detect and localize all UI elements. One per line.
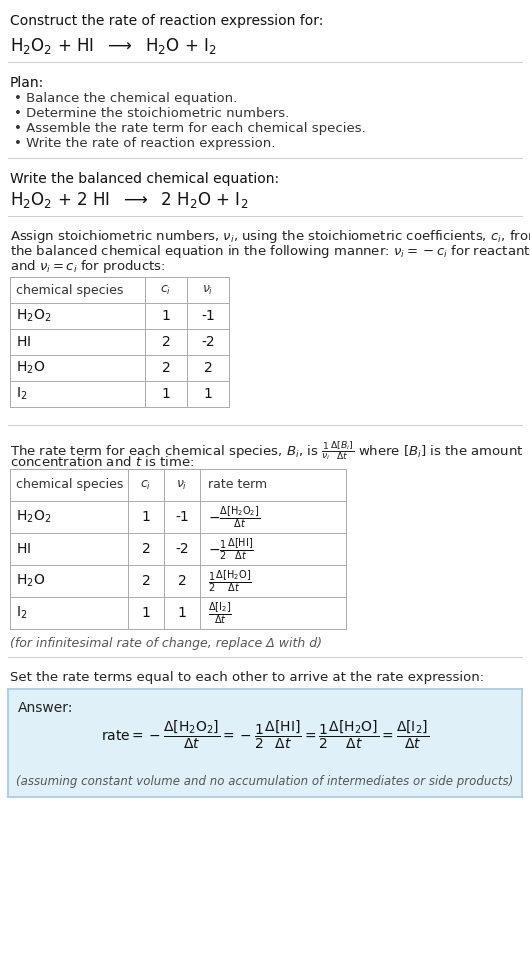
Text: 1: 1: [162, 387, 171, 401]
Text: The rate term for each chemical species, $B_i$, is $\frac{1}{\nu_i}\frac{\Delta[: The rate term for each chemical species,…: [10, 439, 524, 462]
Text: chemical species: chemical species: [16, 478, 123, 492]
Text: 2: 2: [204, 361, 213, 375]
Text: • Balance the chemical equation.: • Balance the chemical equation.: [14, 92, 237, 105]
Text: $\mathrm{H_2O_2}$: $\mathrm{H_2O_2}$: [16, 307, 51, 324]
Text: -2: -2: [175, 542, 189, 556]
Text: Set the rate terms equal to each other to arrive at the rate expression:: Set the rate terms equal to each other t…: [10, 671, 484, 684]
Text: Assign stoichiometric numbers, $\nu_i$, using the stoichiometric coefficients, $: Assign stoichiometric numbers, $\nu_i$, …: [10, 228, 530, 245]
Text: Plan:: Plan:: [10, 76, 44, 90]
Text: 2: 2: [142, 542, 151, 556]
Text: 2: 2: [162, 361, 170, 375]
Text: $\mathrm{H_2O}$: $\mathrm{H_2O}$: [16, 573, 45, 590]
Text: -1: -1: [175, 510, 189, 524]
Text: 1: 1: [204, 387, 213, 401]
Text: $\mathrm{HI}$: $\mathrm{HI}$: [16, 335, 31, 349]
Text: $\mathrm{I_2}$: $\mathrm{I_2}$: [16, 386, 28, 402]
Text: rate term: rate term: [208, 478, 267, 492]
Text: $\mathregular{H_2O_2}$ + 2 HI  $\longrightarrow$  2 $\mathregular{H_2O}$ + $\mat: $\mathregular{H_2O_2}$ + 2 HI $\longrigh…: [10, 190, 249, 210]
Text: $-\frac{\Delta[\mathrm{H_2O_2}]}{\Delta t}$: $-\frac{\Delta[\mathrm{H_2O_2}]}{\Delta …: [208, 505, 260, 530]
Text: $c_i$: $c_i$: [140, 478, 152, 492]
Text: concentration and $t$ is time:: concentration and $t$ is time:: [10, 455, 194, 469]
Text: (for infinitesimal rate of change, replace Δ with d): (for infinitesimal rate of change, repla…: [10, 637, 322, 650]
Text: 2: 2: [162, 335, 170, 349]
Text: 2: 2: [178, 574, 187, 588]
Text: Answer:: Answer:: [18, 701, 73, 715]
Text: $\frac{1}{2}\frac{\Delta[\mathrm{H_2O}]}{\Delta t}$: $\frac{1}{2}\frac{\Delta[\mathrm{H_2O}]}…: [208, 568, 252, 593]
Text: 1: 1: [142, 606, 151, 620]
Text: $\nu_i$: $\nu_i$: [202, 283, 214, 297]
Text: • Assemble the rate term for each chemical species.: • Assemble the rate term for each chemic…: [14, 122, 366, 135]
Text: $\mathrm{H_2O_2}$: $\mathrm{H_2O_2}$: [16, 508, 51, 525]
Text: • Write the rate of reaction expression.: • Write the rate of reaction expression.: [14, 137, 276, 150]
Text: -1: -1: [201, 309, 215, 323]
Text: the balanced chemical equation in the following manner: $\nu_i = -c_i$ for react: the balanced chemical equation in the fo…: [10, 243, 530, 260]
Text: • Determine the stoichiometric numbers.: • Determine the stoichiometric numbers.: [14, 107, 289, 120]
Text: chemical species: chemical species: [16, 283, 123, 297]
Text: and $\nu_i = c_i$ for products:: and $\nu_i = c_i$ for products:: [10, 258, 165, 275]
Text: $\mathrm{I_2}$: $\mathrm{I_2}$: [16, 605, 28, 621]
Text: 1: 1: [162, 309, 171, 323]
Text: (assuming constant volume and no accumulation of intermediates or side products): (assuming constant volume and no accumul…: [16, 775, 514, 788]
Text: $\mathrm{HI}$: $\mathrm{HI}$: [16, 542, 31, 556]
Text: $-\frac{1}{2}\frac{\Delta[\mathrm{HI}]}{\Delta t}$: $-\frac{1}{2}\frac{\Delta[\mathrm{HI}]}{…: [208, 536, 254, 562]
Text: 1: 1: [178, 606, 187, 620]
Text: 2: 2: [142, 574, 151, 588]
Text: Construct the rate of reaction expression for:: Construct the rate of reaction expressio…: [10, 14, 323, 28]
Text: $\mathrm{rate} = -\dfrac{\Delta[\mathrm{H_2O_2}]}{\Delta t} = -\dfrac{1}{2}\dfra: $\mathrm{rate} = -\dfrac{\Delta[\mathrm{…: [101, 719, 429, 752]
Text: 1: 1: [142, 510, 151, 524]
Text: $\nu_i$: $\nu_i$: [176, 478, 188, 492]
Text: $c_i$: $c_i$: [161, 283, 172, 297]
Text: -2: -2: [201, 335, 215, 349]
Text: $\frac{\Delta[\mathrm{I_2}]}{\Delta t}$: $\frac{\Delta[\mathrm{I_2}]}{\Delta t}$: [208, 600, 232, 626]
Text: $\mathregular{H_2O_2}$ + HI  $\longrightarrow$  $\mathregular{H_2O}$ + $\mathreg: $\mathregular{H_2O_2}$ + HI $\longrighta…: [10, 36, 217, 56]
Text: Write the balanced chemical equation:: Write the balanced chemical equation:: [10, 172, 279, 186]
Text: $\mathrm{H_2O}$: $\mathrm{H_2O}$: [16, 360, 45, 376]
